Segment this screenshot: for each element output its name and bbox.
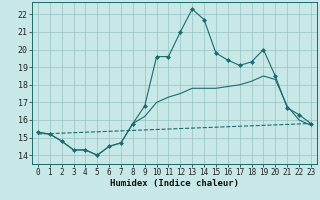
X-axis label: Humidex (Indice chaleur): Humidex (Indice chaleur) xyxy=(110,179,239,188)
